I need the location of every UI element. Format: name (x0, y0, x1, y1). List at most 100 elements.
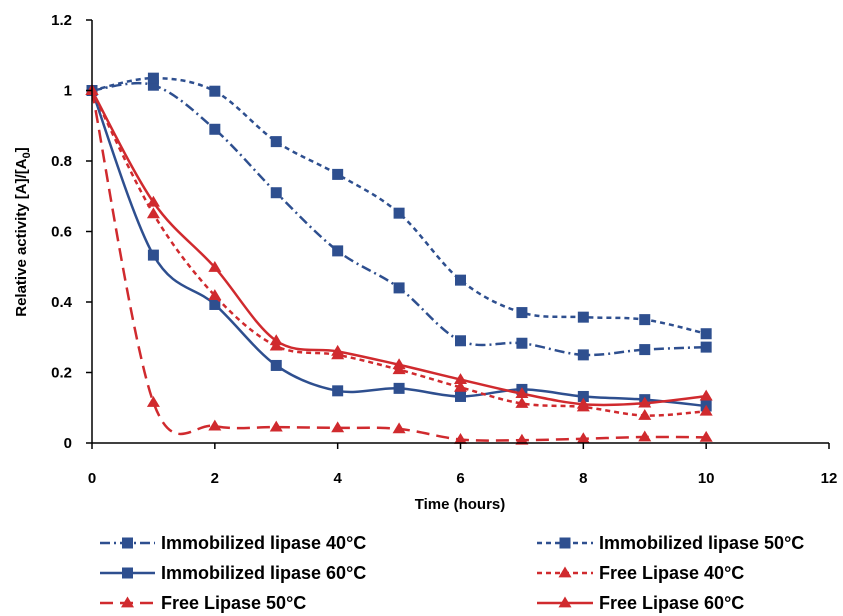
data-point (638, 409, 652, 420)
data-point (455, 390, 466, 402)
data-point (392, 358, 406, 370)
data-point (209, 298, 221, 310)
data-point (516, 337, 528, 349)
x-tick-label: 2 (211, 470, 219, 487)
data-point (577, 390, 589, 402)
legend-label: Immobilized lipase 40°C (161, 533, 366, 553)
data-point (639, 314, 651, 326)
data-point (638, 430, 652, 442)
data-point (699, 389, 713, 401)
y-ticks: 0 0.2 0.4 0.6 0.8 1 1.2 (51, 12, 92, 452)
legend-label: Immobilized lipase 50°C (599, 533, 804, 553)
data-point (147, 72, 159, 84)
legend-swatch-marker (558, 596, 572, 608)
x-axis-title: Time (hours) (415, 496, 506, 513)
series-line (90, 89, 707, 407)
data-point (270, 136, 282, 148)
x-tick-label: 8 (579, 470, 587, 487)
data-point (392, 422, 406, 434)
data-point (332, 168, 344, 180)
x-tick-label: 6 (456, 470, 464, 487)
y-tick-label: 0.8 (51, 153, 72, 170)
data-point (699, 430, 713, 442)
data-point (515, 433, 529, 445)
y-axis-title: Relative activity [A]/[A0] (13, 147, 33, 317)
data-point (146, 207, 160, 219)
legend-label: Free Lipase 40°C (599, 563, 744, 583)
x-tick-label: 4 (333, 470, 342, 487)
legend-label: Free Lipase 50°C (161, 593, 306, 613)
legend-item: Free Lipase 50°C (100, 593, 306, 613)
legend-swatch-marker (558, 566, 572, 578)
data-point (455, 335, 466, 347)
y-axis-title-suffix: ] (13, 147, 30, 152)
x-ticks: 0 2 4 6 8 10 12 (88, 443, 838, 487)
data-point (209, 85, 221, 97)
series-line (91, 76, 707, 335)
series-6 (85, 84, 713, 409)
data-point (270, 359, 282, 371)
y-tick-label: 1 (64, 83, 72, 100)
data-point (577, 349, 589, 361)
y-tick-label: 0.2 (51, 365, 72, 382)
series-2 (86, 72, 712, 340)
y-tick-label: 1.2 (51, 12, 72, 29)
data-point (454, 380, 467, 392)
data-point (576, 432, 590, 444)
series-line (91, 81, 707, 357)
data-point (516, 307, 528, 319)
legend-swatch-marker (559, 537, 571, 549)
data-point (515, 397, 529, 408)
legend-item: Free Lipase 40°C (537, 563, 744, 583)
data-point (393, 207, 405, 219)
x-tick-label: 12 (821, 470, 838, 487)
data-point (331, 344, 345, 356)
data-point (208, 289, 222, 301)
legend-label: Free Lipase 60°C (599, 593, 744, 613)
y-axis-title-subscript: 0 (21, 152, 33, 158)
legend: Immobilized lipase 40°C Immobilized lipas… (100, 533, 804, 613)
data-point (700, 328, 712, 340)
y-tick-label: 0.4 (51, 294, 73, 311)
legend-swatch-marker (121, 596, 134, 608)
x-tick-label: 0 (88, 470, 96, 487)
x-tick-label: 10 (698, 470, 715, 487)
data-point (208, 260, 222, 272)
data-point (393, 382, 405, 394)
data-point (146, 395, 160, 407)
y-tick-label: 0.6 (51, 224, 72, 241)
data-point (638, 396, 652, 408)
legend-label: Immobilized lipase 60°C (161, 563, 366, 583)
data-point (699, 404, 713, 416)
data-point (454, 373, 467, 384)
data-point (455, 274, 466, 286)
y-tick-label: 0 (64, 435, 72, 452)
legend-item: Immobilized lipase 60°C (100, 563, 366, 583)
data-point (146, 195, 160, 207)
legend-item: Free Lipase 60°C (537, 593, 744, 613)
data-point (270, 187, 282, 199)
legend-swatch-marker (122, 567, 133, 579)
data-point (639, 344, 651, 356)
y-axis-title-main: Relative activity [A]/[A (13, 158, 30, 317)
data-point (454, 432, 467, 444)
data-point (208, 419, 222, 431)
data-point (700, 341, 712, 353)
series-4 (85, 84, 713, 420)
series-line (90, 89, 707, 417)
data-point (269, 334, 283, 346)
data-point (577, 311, 589, 323)
legend-item: Immobilized lipase 40°C (100, 533, 366, 553)
data-point (147, 79, 159, 91)
data-point (332, 245, 344, 257)
legend-item: Immobilized lipase 50°C (537, 533, 804, 553)
plot-area (85, 72, 713, 445)
data-point (576, 397, 590, 409)
data-point (515, 387, 529, 399)
data-point (331, 421, 345, 433)
legend-swatch-marker (122, 537, 133, 549)
data-point (393, 282, 405, 294)
data-point (269, 420, 283, 432)
data-point (332, 385, 344, 397)
